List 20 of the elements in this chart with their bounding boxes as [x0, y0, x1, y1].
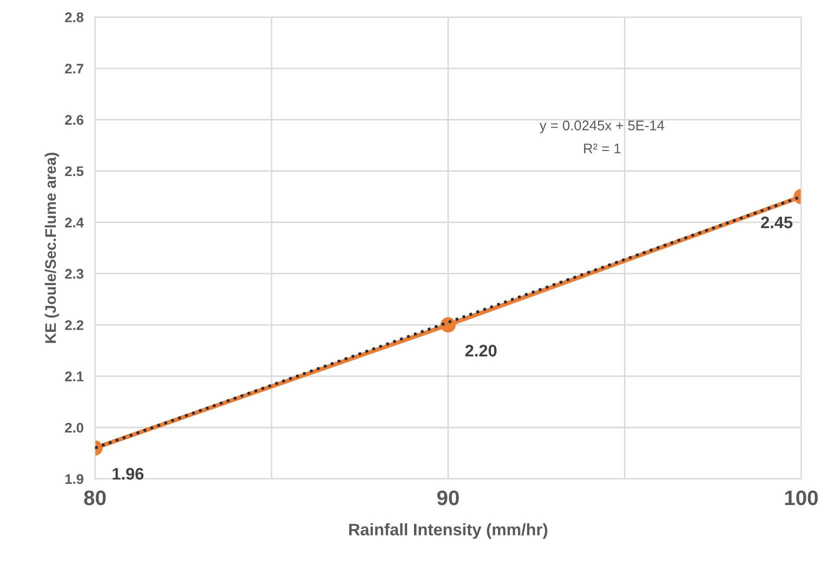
annotation: R² = 1	[584, 144, 620, 154]
y-tick-label: 2.1	[65, 372, 84, 382]
annotation: y = 0.0245x + 5E-14	[540, 120, 664, 134]
y-axis-title: KE (Joule/Sec.Flume area)	[44, 152, 60, 343]
y-tick-label: 2.7	[65, 64, 84, 74]
data-label: 2.20	[465, 344, 497, 357]
x-axis-title: Rainfall Intensity (mm/hr)	[349, 523, 548, 539]
y-tick-label: 2.2	[65, 320, 84, 330]
y-tick-label: 2.4	[65, 218, 84, 228]
y-tick-label: 2.0	[65, 422, 84, 433]
y-tick-label: 2.6	[65, 115, 84, 125]
data-label: 2.45	[761, 216, 792, 228]
y-tick-label: 2.5	[65, 166, 84, 176]
x-tick-label: 80	[84, 490, 106, 506]
y-tick-label: 2.3	[65, 268, 84, 279]
y-tick-label: 2.8	[65, 12, 84, 22]
x-tick-label: 100	[785, 490, 818, 506]
y-tick-label: 1.9	[65, 474, 84, 484]
x-tick-label: 90	[437, 490, 459, 506]
data-label: 1.96	[112, 468, 144, 480]
